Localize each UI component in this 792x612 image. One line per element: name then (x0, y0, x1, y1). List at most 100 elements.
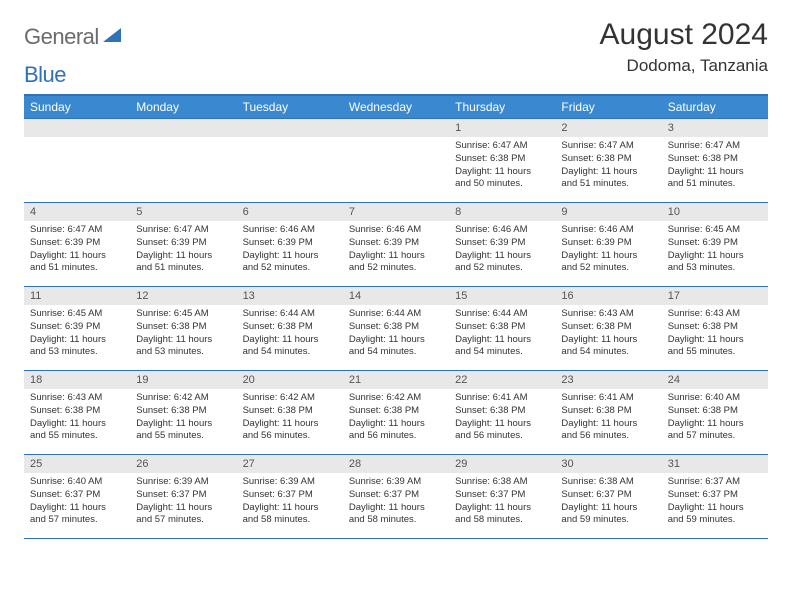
logo-text-general: General (24, 24, 99, 50)
day-cell: 17Sunrise: 6:43 AMSunset: 6:38 PMDayligh… (662, 286, 768, 370)
day-details: Sunrise: 6:37 AMSunset: 6:37 PMDaylight:… (662, 473, 768, 531)
day-number: 6 (237, 203, 343, 221)
day-number: 7 (343, 203, 449, 221)
day-cell: 12Sunrise: 6:45 AMSunset: 6:38 PMDayligh… (130, 286, 236, 370)
calendar-grid: SundayMondayTuesdayWednesdayThursdayFrid… (24, 94, 768, 538)
day-cell: 22Sunrise: 6:41 AMSunset: 6:38 PMDayligh… (449, 370, 555, 454)
day-cell: 31Sunrise: 6:37 AMSunset: 6:37 PMDayligh… (662, 454, 768, 538)
day-header: Thursday (449, 96, 555, 118)
day-number: 2 (555, 119, 661, 137)
day-number: 26 (130, 455, 236, 473)
day-details: Sunrise: 6:42 AMSunset: 6:38 PMDaylight:… (237, 389, 343, 447)
day-cell: 1Sunrise: 6:47 AMSunset: 6:38 PMDaylight… (449, 118, 555, 202)
day-cell: 21Sunrise: 6:42 AMSunset: 6:38 PMDayligh… (343, 370, 449, 454)
day-cell: 6Sunrise: 6:46 AMSunset: 6:39 PMDaylight… (237, 202, 343, 286)
day-details: Sunrise: 6:47 AMSunset: 6:39 PMDaylight:… (24, 221, 130, 279)
empty-cell (237, 118, 343, 202)
day-number: 11 (24, 287, 130, 305)
day-details: Sunrise: 6:47 AMSunset: 6:38 PMDaylight:… (449, 137, 555, 195)
day-cell: 7Sunrise: 6:46 AMSunset: 6:39 PMDaylight… (343, 202, 449, 286)
logo-text-blue: Blue (24, 62, 768, 88)
day-header: Saturday (662, 96, 768, 118)
day-details: Sunrise: 6:45 AMSunset: 6:39 PMDaylight:… (662, 221, 768, 279)
day-number: 12 (130, 287, 236, 305)
day-cell: 23Sunrise: 6:41 AMSunset: 6:38 PMDayligh… (555, 370, 661, 454)
day-number: 30 (555, 455, 661, 473)
day-details: Sunrise: 6:47 AMSunset: 6:38 PMDaylight:… (555, 137, 661, 195)
day-number: 5 (130, 203, 236, 221)
day-details: Sunrise: 6:38 AMSunset: 6:37 PMDaylight:… (449, 473, 555, 531)
day-number: 22 (449, 371, 555, 389)
day-details: Sunrise: 6:44 AMSunset: 6:38 PMDaylight:… (237, 305, 343, 363)
day-header: Tuesday (237, 96, 343, 118)
day-number: 27 (237, 455, 343, 473)
day-number: 21 (343, 371, 449, 389)
day-number: 16 (555, 287, 661, 305)
day-number: 8 (449, 203, 555, 221)
day-details: Sunrise: 6:43 AMSunset: 6:38 PMDaylight:… (555, 305, 661, 363)
day-details: Sunrise: 6:42 AMSunset: 6:38 PMDaylight:… (130, 389, 236, 447)
calendar-page: General August 2024 Dodoma, Tanzania Blu… (0, 0, 792, 557)
day-number: 20 (237, 371, 343, 389)
day-cell: 13Sunrise: 6:44 AMSunset: 6:38 PMDayligh… (237, 286, 343, 370)
day-details: Sunrise: 6:40 AMSunset: 6:37 PMDaylight:… (24, 473, 130, 531)
day-number: 9 (555, 203, 661, 221)
day-details: Sunrise: 6:44 AMSunset: 6:38 PMDaylight:… (343, 305, 449, 363)
day-number: 13 (237, 287, 343, 305)
day-cell: 26Sunrise: 6:39 AMSunset: 6:37 PMDayligh… (130, 454, 236, 538)
day-details: Sunrise: 6:45 AMSunset: 6:39 PMDaylight:… (24, 305, 130, 363)
day-number: 1 (449, 119, 555, 137)
day-number: 15 (449, 287, 555, 305)
day-header: Sunday (24, 96, 130, 118)
day-number: 3 (662, 119, 768, 137)
day-details: Sunrise: 6:46 AMSunset: 6:39 PMDaylight:… (555, 221, 661, 279)
day-number: 25 (24, 455, 130, 473)
day-cell: 29Sunrise: 6:38 AMSunset: 6:37 PMDayligh… (449, 454, 555, 538)
day-cell: 11Sunrise: 6:45 AMSunset: 6:39 PMDayligh… (24, 286, 130, 370)
calendar-wrap: SundayMondayTuesdayWednesdayThursdayFrid… (24, 94, 768, 539)
day-number: 4 (24, 203, 130, 221)
day-header: Friday (555, 96, 661, 118)
day-cell: 2Sunrise: 6:47 AMSunset: 6:38 PMDaylight… (555, 118, 661, 202)
day-cell: 30Sunrise: 6:38 AMSunset: 6:37 PMDayligh… (555, 454, 661, 538)
day-cell: 28Sunrise: 6:39 AMSunset: 6:37 PMDayligh… (343, 454, 449, 538)
day-details: Sunrise: 6:44 AMSunset: 6:38 PMDaylight:… (449, 305, 555, 363)
day-cell: 10Sunrise: 6:45 AMSunset: 6:39 PMDayligh… (662, 202, 768, 286)
day-cell: 9Sunrise: 6:46 AMSunset: 6:39 PMDaylight… (555, 202, 661, 286)
day-cell: 24Sunrise: 6:40 AMSunset: 6:38 PMDayligh… (662, 370, 768, 454)
day-cell: 4Sunrise: 6:47 AMSunset: 6:39 PMDaylight… (24, 202, 130, 286)
logo-triangle-icon (103, 28, 121, 47)
day-details: Sunrise: 6:38 AMSunset: 6:37 PMDaylight:… (555, 473, 661, 531)
day-details: Sunrise: 6:47 AMSunset: 6:38 PMDaylight:… (662, 137, 768, 195)
day-number: 14 (343, 287, 449, 305)
day-cell: 5Sunrise: 6:47 AMSunset: 6:39 PMDaylight… (130, 202, 236, 286)
day-details: Sunrise: 6:39 AMSunset: 6:37 PMDaylight:… (343, 473, 449, 531)
day-details: Sunrise: 6:41 AMSunset: 6:38 PMDaylight:… (555, 389, 661, 447)
day-cell: 15Sunrise: 6:44 AMSunset: 6:38 PMDayligh… (449, 286, 555, 370)
logo: General (24, 18, 123, 50)
day-number: 28 (343, 455, 449, 473)
empty-cell (343, 118, 449, 202)
day-cell: 27Sunrise: 6:39 AMSunset: 6:37 PMDayligh… (237, 454, 343, 538)
day-details: Sunrise: 6:39 AMSunset: 6:37 PMDaylight:… (237, 473, 343, 531)
day-number: 17 (662, 287, 768, 305)
day-cell: 25Sunrise: 6:40 AMSunset: 6:37 PMDayligh… (24, 454, 130, 538)
day-number: 29 (449, 455, 555, 473)
day-details: Sunrise: 6:46 AMSunset: 6:39 PMDaylight:… (237, 221, 343, 279)
day-cell: 14Sunrise: 6:44 AMSunset: 6:38 PMDayligh… (343, 286, 449, 370)
month-title: August 2024 (600, 18, 768, 52)
day-cell: 20Sunrise: 6:42 AMSunset: 6:38 PMDayligh… (237, 370, 343, 454)
empty-cell (24, 118, 130, 202)
day-number: 19 (130, 371, 236, 389)
day-details: Sunrise: 6:47 AMSunset: 6:39 PMDaylight:… (130, 221, 236, 279)
day-number: 31 (662, 455, 768, 473)
day-header: Wednesday (343, 96, 449, 118)
day-number: 10 (662, 203, 768, 221)
day-cell: 16Sunrise: 6:43 AMSunset: 6:38 PMDayligh… (555, 286, 661, 370)
day-number: 23 (555, 371, 661, 389)
day-cell: 18Sunrise: 6:43 AMSunset: 6:38 PMDayligh… (24, 370, 130, 454)
day-cell: 8Sunrise: 6:46 AMSunset: 6:39 PMDaylight… (449, 202, 555, 286)
day-number: 24 (662, 371, 768, 389)
day-number: 18 (24, 371, 130, 389)
day-details: Sunrise: 6:39 AMSunset: 6:37 PMDaylight:… (130, 473, 236, 531)
